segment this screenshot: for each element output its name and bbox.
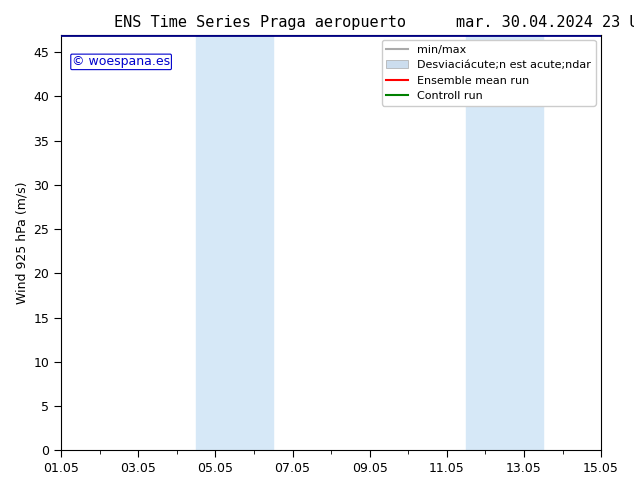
Legend: min/max, Desviaciácute;n est acute;ndar, Ensemble mean run, Controll run: min/max, Desviaciácute;n est acute;ndar,… xyxy=(382,40,595,106)
Y-axis label: Wind 925 hPa (m/s): Wind 925 hPa (m/s) xyxy=(15,181,28,304)
Bar xyxy=(466,35,543,450)
Text: ENS Time Series Praga aeropuerto: ENS Time Series Praga aeropuerto xyxy=(114,15,406,30)
Bar xyxy=(196,35,273,450)
Text: mar. 30.04.2024 23 UTC: mar. 30.04.2024 23 UTC xyxy=(456,15,634,30)
Text: © woespana.es: © woespana.es xyxy=(72,55,170,69)
